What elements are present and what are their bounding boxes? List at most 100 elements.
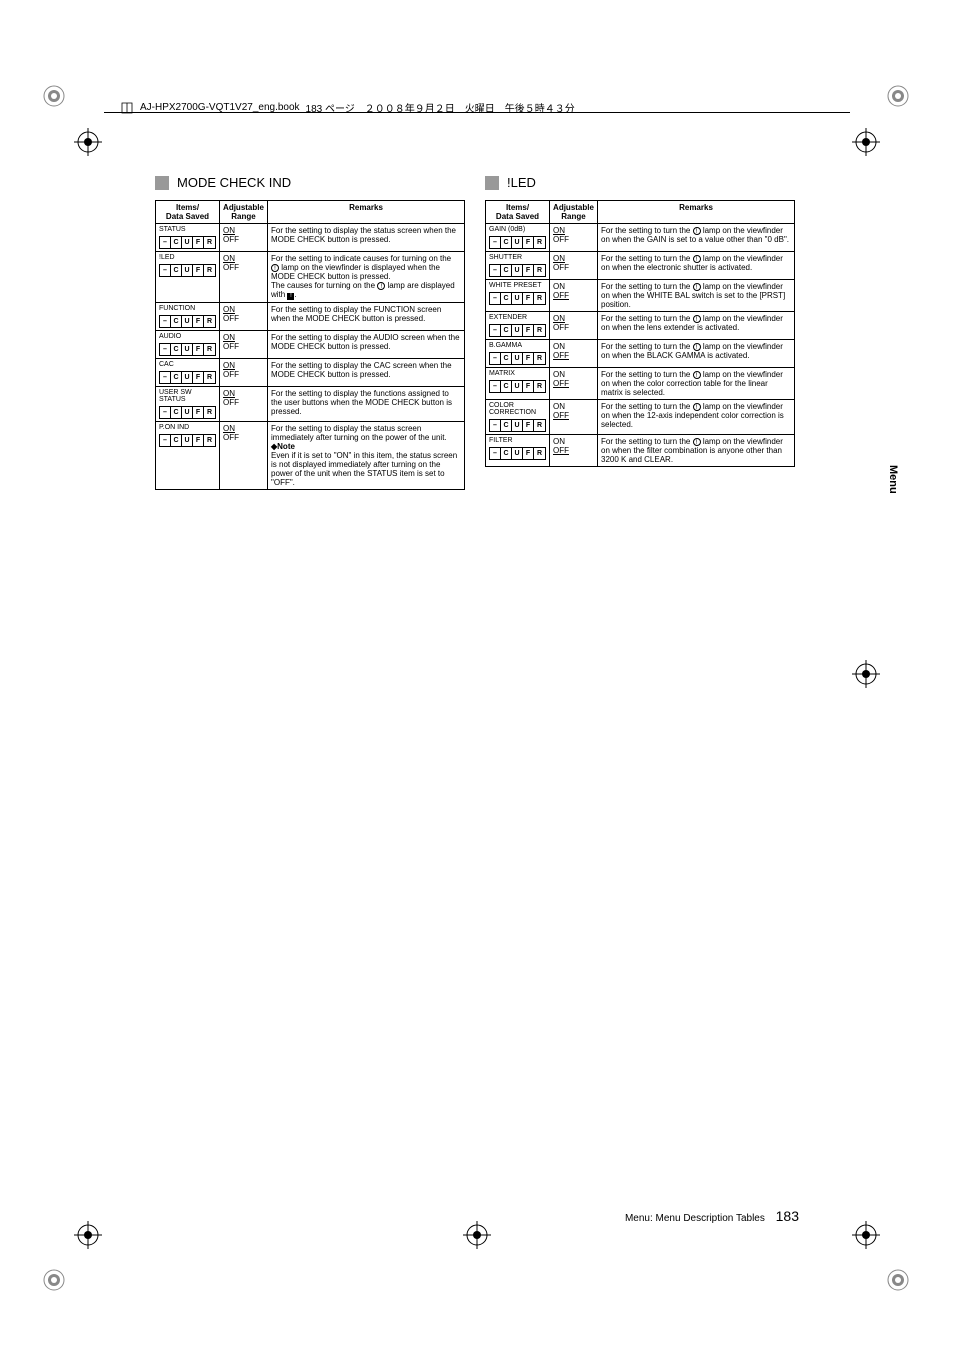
left-column: MODE CHECK IND Items/Data Saved Adjustab… xyxy=(155,175,465,490)
registration-mark xyxy=(74,1221,102,1249)
cell-remarks: For the setting to display the FUNCTION … xyxy=(268,303,465,331)
cell-item: SHUTTER–CUFR xyxy=(486,252,550,280)
section-header-right: !LED xyxy=(485,175,795,190)
section-square-icon xyxy=(485,176,499,190)
cell-range: ONOFF xyxy=(550,400,598,435)
cell-range: ONOFF xyxy=(550,280,598,312)
table-row: STATUS–CUFRONOFFFor the setting to displ… xyxy=(156,224,465,252)
data-saved-indicator: –CUFR xyxy=(489,419,546,432)
cell-item: P.ON IND–CUFR xyxy=(156,422,220,490)
corner-mark xyxy=(43,1269,65,1291)
th-items: Items/Data Saved xyxy=(156,201,220,224)
book-pageinfo: 183 ページ ２００８年９月２日 火曜日 午後５時４３分 xyxy=(306,100,575,115)
cell-remarks: For the setting to turn the ! lamp on th… xyxy=(598,252,795,280)
registration-mark xyxy=(463,1221,491,1249)
cell-item: CAC–CUFR xyxy=(156,359,220,387)
cell-item: WHITE PRESET–CUFR xyxy=(486,280,550,312)
cell-remarks: For the setting to turn the ! lamp on th… xyxy=(598,312,795,340)
cell-remarks: For the setting to indicate causes for t… xyxy=(268,252,465,303)
data-saved-indicator: –CUFR xyxy=(489,264,546,277)
cell-range: ONOFF xyxy=(550,252,598,280)
section-square-icon xyxy=(155,176,169,190)
table-row: AUDIO–CUFRONOFFFor the setting to displa… xyxy=(156,331,465,359)
cell-item: EXTENDER–CUFR xyxy=(486,312,550,340)
book-icon xyxy=(120,101,134,115)
data-saved-indicator: –CUFR xyxy=(159,264,216,277)
table-row: USER SW STATUS–CUFRONOFFFor the setting … xyxy=(156,387,465,422)
corner-mark xyxy=(887,85,909,107)
footer: Menu: Menu Description Tables 183 xyxy=(625,1208,799,1224)
cell-range: ONOFF xyxy=(220,224,268,252)
cell-item: GAIN (0dB)–CUFR xyxy=(486,224,550,252)
registration-mark xyxy=(74,128,102,156)
right-column: !LED Items/Data Saved AdjustableRange Re… xyxy=(485,175,795,490)
table-row: !LED–CUFRONOFFFor the setting to indicat… xyxy=(156,252,465,303)
cell-item: AUDIO–CUFR xyxy=(156,331,220,359)
cell-range: ONOFF xyxy=(220,331,268,359)
data-saved-indicator: –CUFR xyxy=(159,371,216,384)
th-range: AdjustableRange xyxy=(550,201,598,224)
cell-remarks: For the setting to turn the ! lamp on th… xyxy=(598,280,795,312)
cell-remarks: For the setting to display the status sc… xyxy=(268,422,465,490)
cell-remarks: For the setting to turn the ! lamp on th… xyxy=(598,340,795,368)
data-saved-indicator: –CUFR xyxy=(159,236,216,249)
cell-remarks: For the setting to turn the ! lamp on th… xyxy=(598,224,795,252)
data-saved-indicator: –CUFR xyxy=(159,315,216,328)
cell-remarks: For the setting to display the status sc… xyxy=(268,224,465,252)
cell-range: ONOFF xyxy=(220,359,268,387)
cell-item: USER SW STATUS–CUFR xyxy=(156,387,220,422)
cell-range: ONOFF xyxy=(550,340,598,368)
footer-text: Menu: Menu Description Tables xyxy=(625,1213,765,1224)
cell-remarks: For the setting to turn the ! lamp on th… xyxy=(598,400,795,435)
cell-item: FUNCTION–CUFR xyxy=(156,303,220,331)
cell-range: ONOFF xyxy=(220,387,268,422)
th-range: AdjustableRange xyxy=(220,201,268,224)
table-row: FUNCTION–CUFRONOFFFor the setting to dis… xyxy=(156,303,465,331)
corner-mark xyxy=(43,85,65,107)
table-row: SHUTTER–CUFRONOFFFor the setting to turn… xyxy=(486,252,795,280)
data-saved-indicator: –CUFR xyxy=(489,324,546,337)
data-saved-indicator: –CUFR xyxy=(159,343,216,356)
cell-range: ONOFF xyxy=(550,368,598,400)
cell-item: FILTER–CUFR xyxy=(486,435,550,467)
cell-item: B.GAMMA–CUFR xyxy=(486,340,550,368)
data-saved-indicator: –CUFR xyxy=(489,236,546,249)
data-saved-indicator: –CUFR xyxy=(489,447,546,460)
table-row: B.GAMMA–CUFRONOFFFor the setting to turn… xyxy=(486,340,795,368)
page-number: 183 xyxy=(776,1208,799,1224)
cell-range: ONOFF xyxy=(550,312,598,340)
th-items: Items/Data Saved xyxy=(486,201,550,224)
table-row: CAC–CUFRONOFFFor the setting to display … xyxy=(156,359,465,387)
table-row: P.ON IND–CUFRONOFFFor the setting to dis… xyxy=(156,422,465,490)
data-saved-indicator: –CUFR xyxy=(159,434,216,447)
cell-range: ONOFF xyxy=(220,303,268,331)
data-saved-indicator: –CUFR xyxy=(489,352,546,365)
table-row: WHITE PRESET–CUFRONOFFFor the setting to… xyxy=(486,280,795,312)
registration-mark xyxy=(852,1221,880,1249)
cell-item: MATRIX–CUFR xyxy=(486,368,550,400)
cell-remarks: For the setting to turn the ! lamp on th… xyxy=(598,368,795,400)
th-remarks: Remarks xyxy=(598,201,795,224)
cell-remarks: For the setting to display the AUDIO scr… xyxy=(268,331,465,359)
table-row: GAIN (0dB)–CUFRONOFFFor the setting to t… xyxy=(486,224,795,252)
data-saved-indicator: –CUFR xyxy=(159,406,216,419)
cell-item: !LED–CUFR xyxy=(156,252,220,303)
cell-range: ONOFF xyxy=(220,422,268,490)
table-row: EXTENDER–CUFRONOFFFor the setting to tur… xyxy=(486,312,795,340)
cell-item: STATUS–CUFR xyxy=(156,224,220,252)
section-title-right: !LED xyxy=(507,175,536,190)
table-row: MATRIX–CUFRONOFFFor the setting to turn … xyxy=(486,368,795,400)
cell-remarks: For the setting to turn the ! lamp on th… xyxy=(598,435,795,467)
data-saved-indicator: –CUFR xyxy=(489,380,546,393)
book-header: AJ-HPX2700G-VQT1V27_eng.book 183 ページ ２００… xyxy=(120,100,834,115)
cell-remarks: For the setting to display the CAC scree… xyxy=(268,359,465,387)
cell-remarks: For the setting to display the functions… xyxy=(268,387,465,422)
table-row: FILTER–CUFRONOFFFor the setting to turn … xyxy=(486,435,795,467)
registration-mark xyxy=(852,660,880,688)
cell-range: ONOFF xyxy=(550,435,598,467)
cell-item: COLOR CORRECTION–CUFR xyxy=(486,400,550,435)
cell-range: ONOFF xyxy=(220,252,268,303)
cell-range: ONOFF xyxy=(550,224,598,252)
side-tab: Menu xyxy=(887,465,899,494)
section-title-left: MODE CHECK IND xyxy=(177,175,291,190)
